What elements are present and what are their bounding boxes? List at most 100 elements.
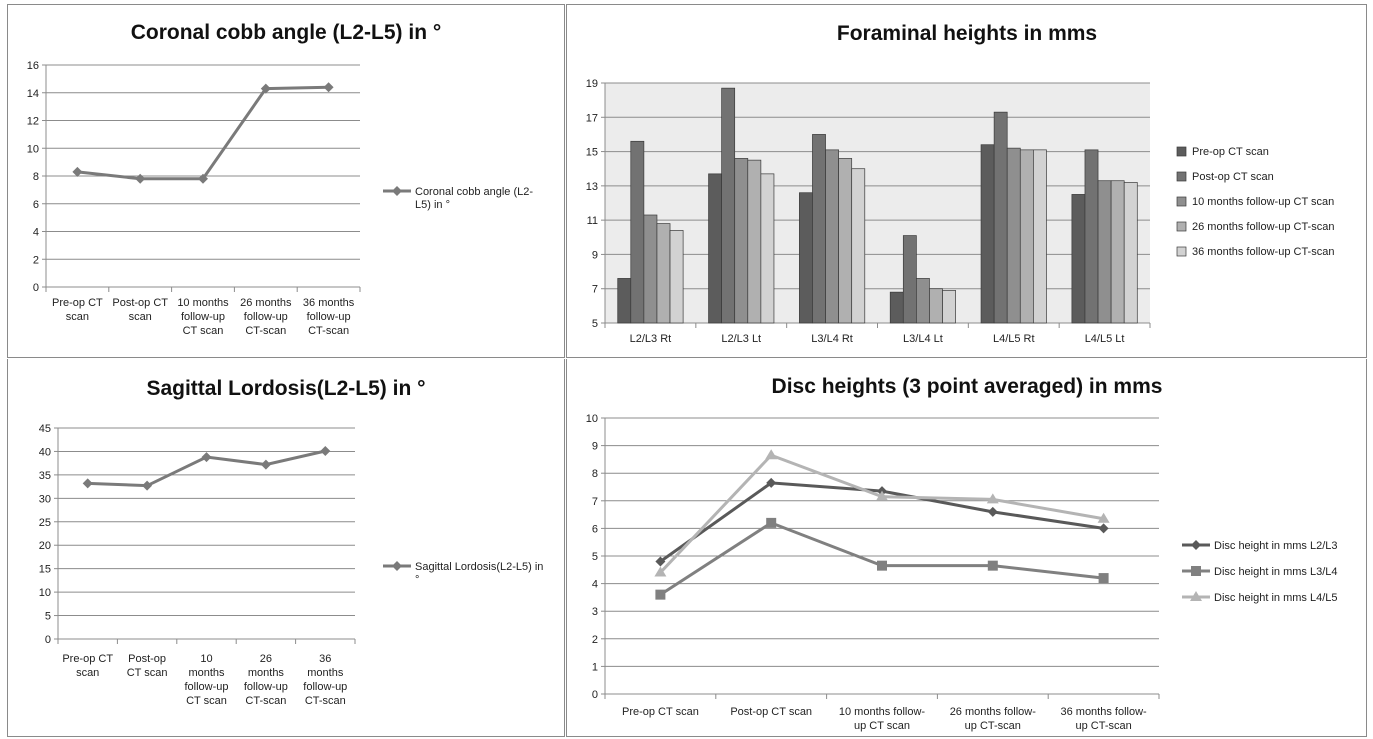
data-point [260, 459, 271, 470]
legend-swatch [1176, 246, 1187, 257]
data-point [135, 173, 146, 184]
plot-area [58, 428, 355, 639]
data-point [1098, 523, 1109, 534]
bar [1084, 149, 1099, 324]
data-point [260, 83, 271, 94]
y-tick-label: 4 [33, 227, 39, 239]
y-tick-label: 6 [33, 199, 39, 211]
bar [902, 235, 917, 324]
bar [993, 111, 1008, 324]
data-point [987, 506, 998, 517]
data-point [72, 166, 83, 177]
data-point [142, 480, 153, 491]
bar [656, 223, 671, 324]
bar [1097, 180, 1112, 324]
disc-heights-chart: Disc heights (3 point averaged) in mms 0 1… [586, 375, 1338, 732]
y-tick-label: 11 [587, 215, 598, 227]
data-point [986, 493, 999, 504]
bar [1019, 149, 1034, 324]
sagittal-lordosis-chart-panel: Sagittal Lordosis(L2-L5) in ° 0 5 10 15 20 25 3… [7, 359, 565, 737]
data-point [877, 560, 887, 571]
y-tick-label: 10 [39, 587, 51, 599]
y-tick-label: 3 [592, 606, 598, 618]
bar [812, 134, 826, 324]
legend-label: Disc height in mms L2/L3 [1214, 540, 1338, 552]
data-point [655, 589, 666, 600]
x-tick-label: L4/L5 Lt [1085, 333, 1125, 345]
x-tick-label: L3/L4 Rt [811, 333, 853, 345]
bar [942, 290, 956, 324]
y-tick-label: 19 [586, 78, 598, 90]
bar [799, 192, 813, 324]
y-tick-label: 5 [45, 611, 51, 623]
y-tick-label: 5 [592, 551, 598, 563]
y-tick-label: 5 [592, 318, 598, 330]
legend-label: Sagittal Lordosis(L2-L5) in ° [415, 561, 543, 586]
bar [643, 214, 658, 324]
data-point [766, 477, 777, 488]
bar [889, 291, 904, 324]
y-tick-label: 6 [592, 523, 598, 535]
legend-marker [1191, 566, 1201, 576]
chart-title: Sagittal Lordosis(L2-L5) in ° [146, 377, 425, 400]
legend-label: 10 months follow-up CT scan [1192, 196, 1334, 208]
legend-label: Disc height in mms L3/L4 [1214, 566, 1338, 578]
x-tick-label: 36 months follow-up CT-scan [1060, 706, 1147, 732]
data-point [323, 82, 334, 93]
foraminal-heights-chart-panel: Foraminal heights in mms 5 7 9 11 13 15 17 19 L2/… [566, 4, 1367, 358]
bar [851, 168, 866, 324]
x-tick-label: L3/L4 Lt [903, 333, 943, 345]
sagittal-lordosis-chart: Sagittal Lordosis(L2-L5) in ° 0 5 10 15 20 25 3… [39, 377, 544, 707]
y-tick-label: 7 [592, 284, 598, 296]
x-tick-label: L2/L3 Lt [721, 333, 761, 345]
y-tick-label: 35 [39, 470, 51, 482]
y-tick-label: 12 [27, 116, 39, 128]
bar [916, 278, 930, 324]
y-tick-label: 40 [39, 446, 51, 458]
chart-title: Disc heights (3 point averaged) in mms [772, 375, 1163, 398]
data-point [987, 560, 998, 571]
foraminal-heights-chart: Foraminal heights in mms 5 7 9 11 13 15 17 19 L2/… [586, 22, 1335, 345]
data-point [320, 445, 331, 456]
x-tick-label: 10 months follow-up CT scan [184, 653, 228, 707]
data-point [82, 478, 93, 489]
x-tick-label: 26 months follow-up CT-scan [950, 706, 1037, 732]
bar [617, 278, 632, 324]
coronal-cobb-chart: Coronal cobb angle (L2-L5) in ° 0 2 4 6 8 10 12… [27, 21, 534, 337]
y-tick-label: 8 [592, 468, 598, 480]
x-tick-label: Pre-op CT scan [52, 297, 103, 323]
y-tick-label: 30 [39, 493, 51, 505]
x-tick-label: L2/L3 Rt [630, 333, 672, 345]
x-tick-label: Post-op CT scan [127, 653, 168, 679]
x-tick-label: 26 months follow-up CT-scan [240, 297, 292, 337]
x-tick-label: Post-op CT scan [730, 706, 812, 718]
legend-swatch [1176, 221, 1187, 232]
y-tick-label: 10 [586, 413, 598, 425]
legend-swatch [1176, 196, 1187, 207]
x-tick-label: L4/L5 Rt [993, 333, 1035, 345]
x-tick-label: Pre-op CT scan [62, 653, 113, 679]
y-tick-label: 4 [592, 579, 598, 591]
bar [734, 158, 749, 324]
y-tick-label: 9 [592, 249, 598, 261]
bar [1006, 147, 1021, 324]
legend-marker [392, 186, 402, 196]
bar [630, 140, 645, 324]
bar [825, 149, 839, 324]
data-point [201, 452, 212, 463]
y-tick-label: 25 [39, 517, 51, 529]
legend-label: Pre-op CT scan [1192, 146, 1269, 158]
y-tick-label: 0 [33, 282, 39, 294]
y-tick-label: 14 [27, 88, 39, 100]
bar [721, 87, 736, 324]
y-tick-label: 20 [39, 540, 51, 552]
bar [669, 230, 684, 324]
bar [980, 144, 995, 324]
plot-area [605, 83, 1150, 323]
legend-marker [392, 561, 402, 571]
chart-title: Foraminal heights in mms [837, 22, 1097, 45]
y-tick-label: 9 [592, 441, 598, 453]
legend-swatch [1176, 146, 1187, 157]
bar [929, 288, 943, 324]
bar [747, 159, 762, 324]
